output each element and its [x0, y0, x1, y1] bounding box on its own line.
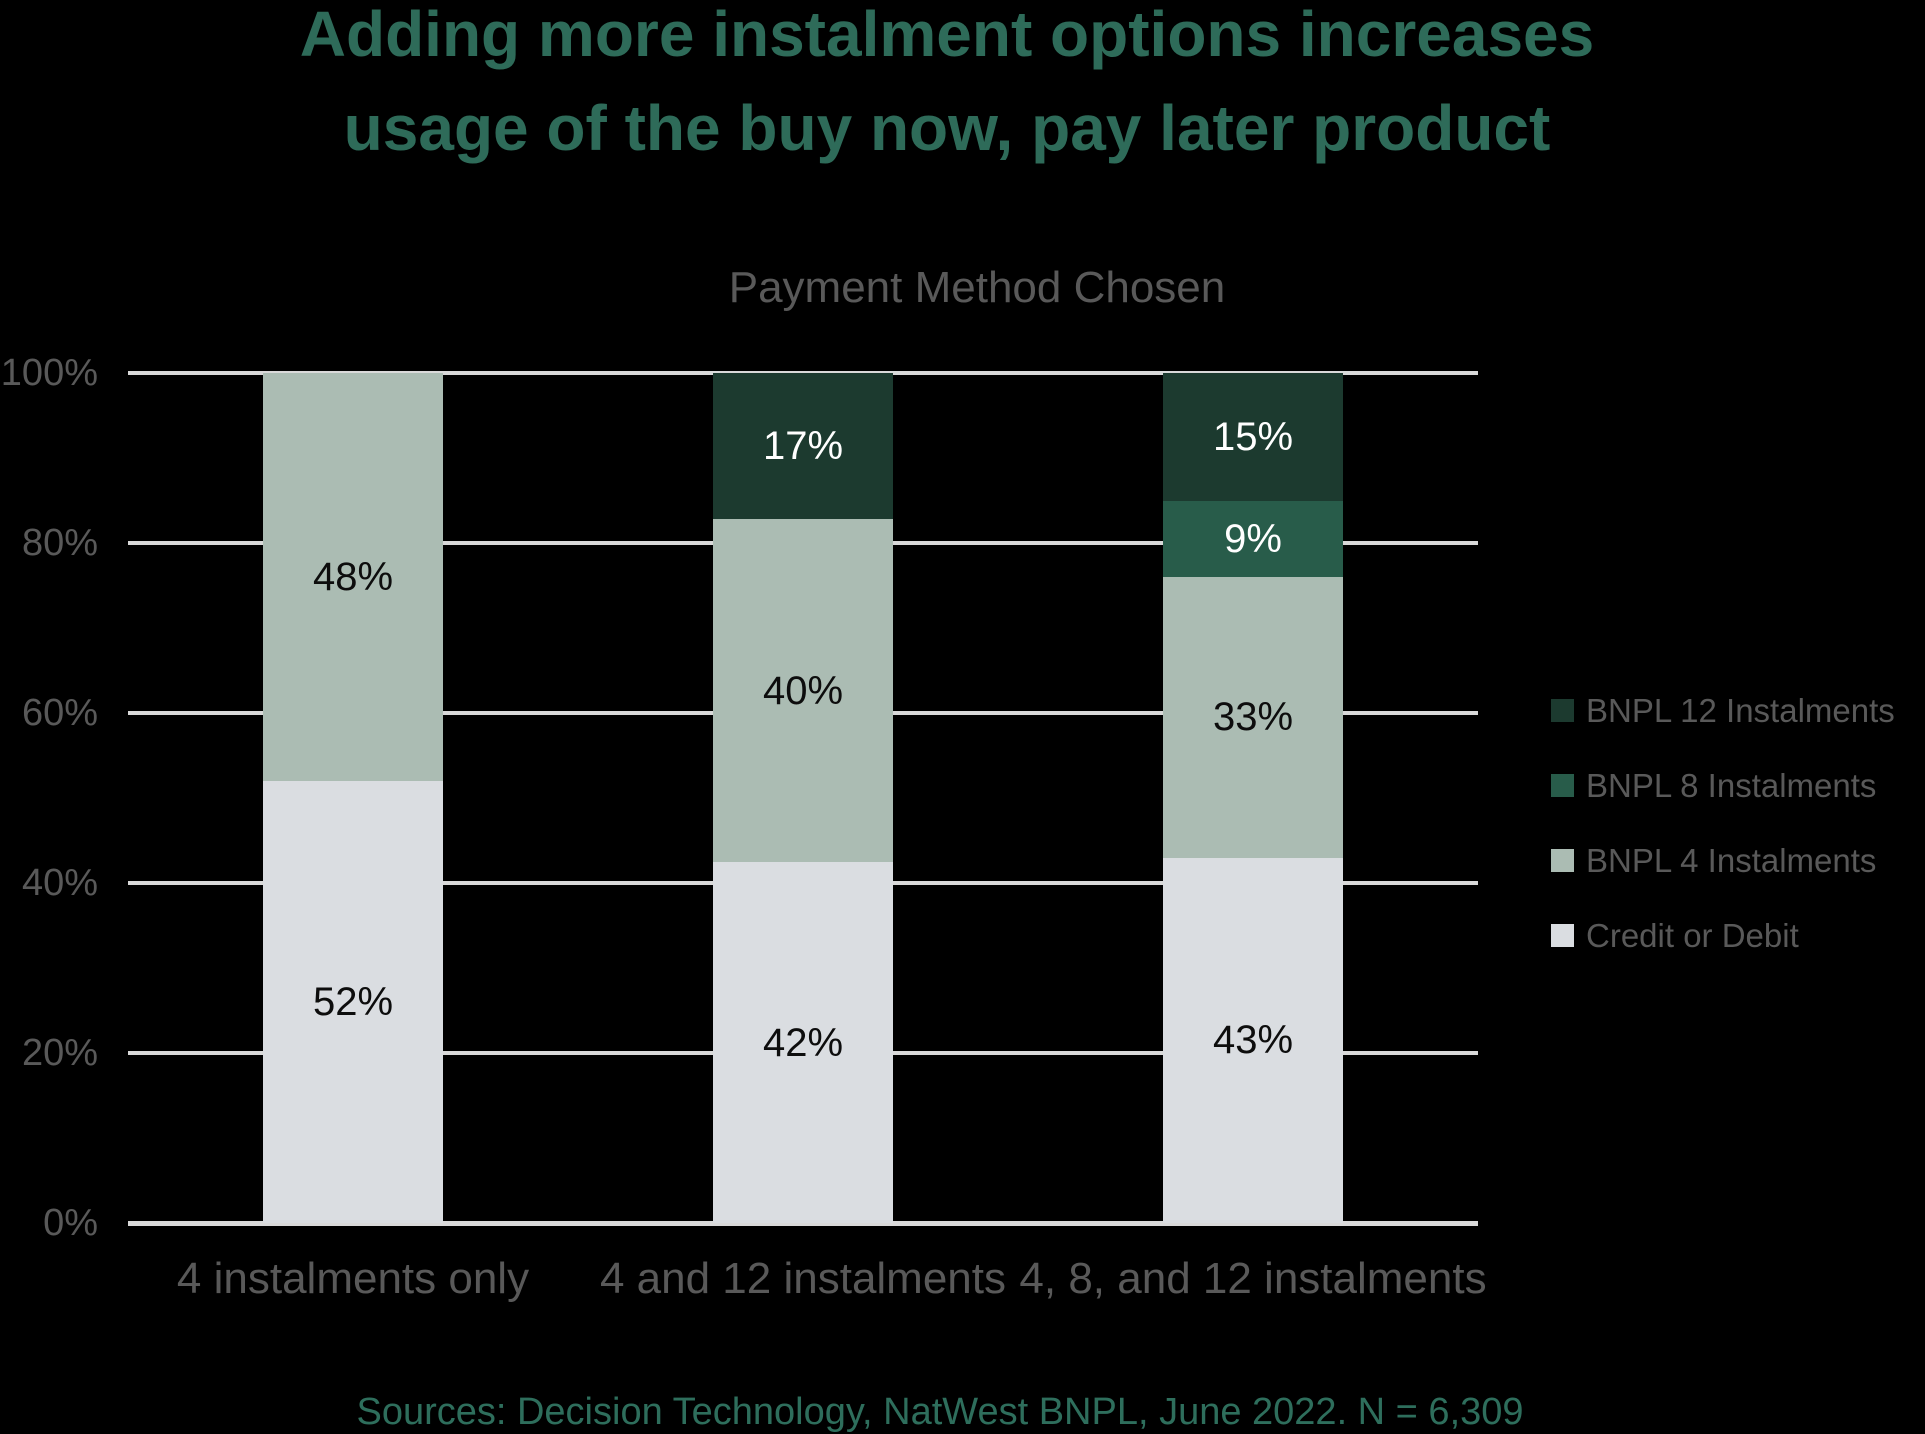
legend-swatch: [1551, 699, 1574, 722]
y-tick-label: 80%: [21, 522, 98, 564]
legend-swatch: [1551, 924, 1574, 947]
bar-2: 42% 40% 17%: [713, 373, 893, 1223]
bar-segment: 43%: [1163, 857, 1343, 1223]
y-tick-label: 100%: [0, 352, 98, 394]
legend-swatch: [1551, 774, 1574, 797]
bar-segment: 33%: [1163, 577, 1343, 858]
chart-subtitle: Payment Method Chosen: [728, 263, 1226, 312]
legend-item: BNPL 12 Instalments: [1551, 694, 1895, 727]
category-label: 4 and 12 instalments: [599, 1254, 1007, 1303]
legend: BNPL 12 Instalments BNPL 8 Instalments BNP…: [1551, 694, 1895, 999]
headline-line-2: usage of the buy now, pay later product: [343, 92, 1551, 164]
category-label: 4, 8, and 12 instalments: [1019, 1254, 1487, 1303]
y-tick-label: 0%: [43, 1202, 98, 1244]
legend-item: BNPL 4 Instalments: [1551, 844, 1895, 877]
bar-segment: 40%: [713, 518, 893, 863]
bar-segment-label: 33%: [1212, 695, 1294, 740]
y-tick-label: 20%: [21, 1032, 98, 1074]
bar-segment: 52%: [263, 781, 443, 1223]
bar-segment-label: 42%: [762, 1020, 844, 1065]
source-note: Sources: Decision Technology, NatWest BN…: [356, 1391, 1524, 1433]
bar-segment-label: 15%: [1212, 414, 1294, 459]
legend-item: Credit or Debit: [1551, 919, 1895, 952]
bar-segment: 17%: [713, 373, 893, 519]
gridline-0: [128, 1220, 1478, 1226]
y-tick-label: 60%: [21, 692, 98, 734]
plot-area: 0% 20% 40% 60% 80% 100% 52% 48% 4 instalments on…: [1, 352, 1487, 1302]
gridline-100: [128, 371, 1478, 375]
legend-swatch: [1551, 849, 1574, 872]
bar-3: 43% 33% 9% 15%: [1163, 373, 1343, 1223]
bar-segment: 15%: [1163, 373, 1343, 501]
legend-label: Credit or Debit: [1586, 917, 1799, 954]
bar-segment-label: 17%: [762, 423, 844, 468]
legend-item: BNPL 8 Instalments: [1551, 769, 1895, 802]
bar-segment-label: 43%: [1212, 1018, 1294, 1063]
bar-segment: 42%: [713, 862, 893, 1223]
chart-headline: Adding more instalment options increases…: [0, 0, 1894, 175]
y-tick-label: 40%: [21, 862, 98, 904]
headline-line-1: Adding more instalment options increases: [299, 0, 1595, 70]
bar-segment: 9%: [1163, 500, 1343, 577]
bar-segment-label: 48%: [312, 555, 394, 599]
bar-segment: 48%: [263, 373, 443, 781]
category-label: 4 instalments only: [176, 1254, 530, 1303]
bar-1: 52% 48%: [263, 373, 443, 1223]
bar-segment-label: 40%: [762, 668, 844, 713]
legend-label: BNPL 8 Instalments: [1586, 767, 1877, 804]
bar-segment-label: 52%: [312, 980, 394, 1024]
bar-segment-label: 9%: [1224, 516, 1282, 561]
legend-label: BNPL 4 Instalments: [1586, 842, 1877, 879]
legend-label: BNPL 12 Instalments: [1586, 692, 1895, 729]
